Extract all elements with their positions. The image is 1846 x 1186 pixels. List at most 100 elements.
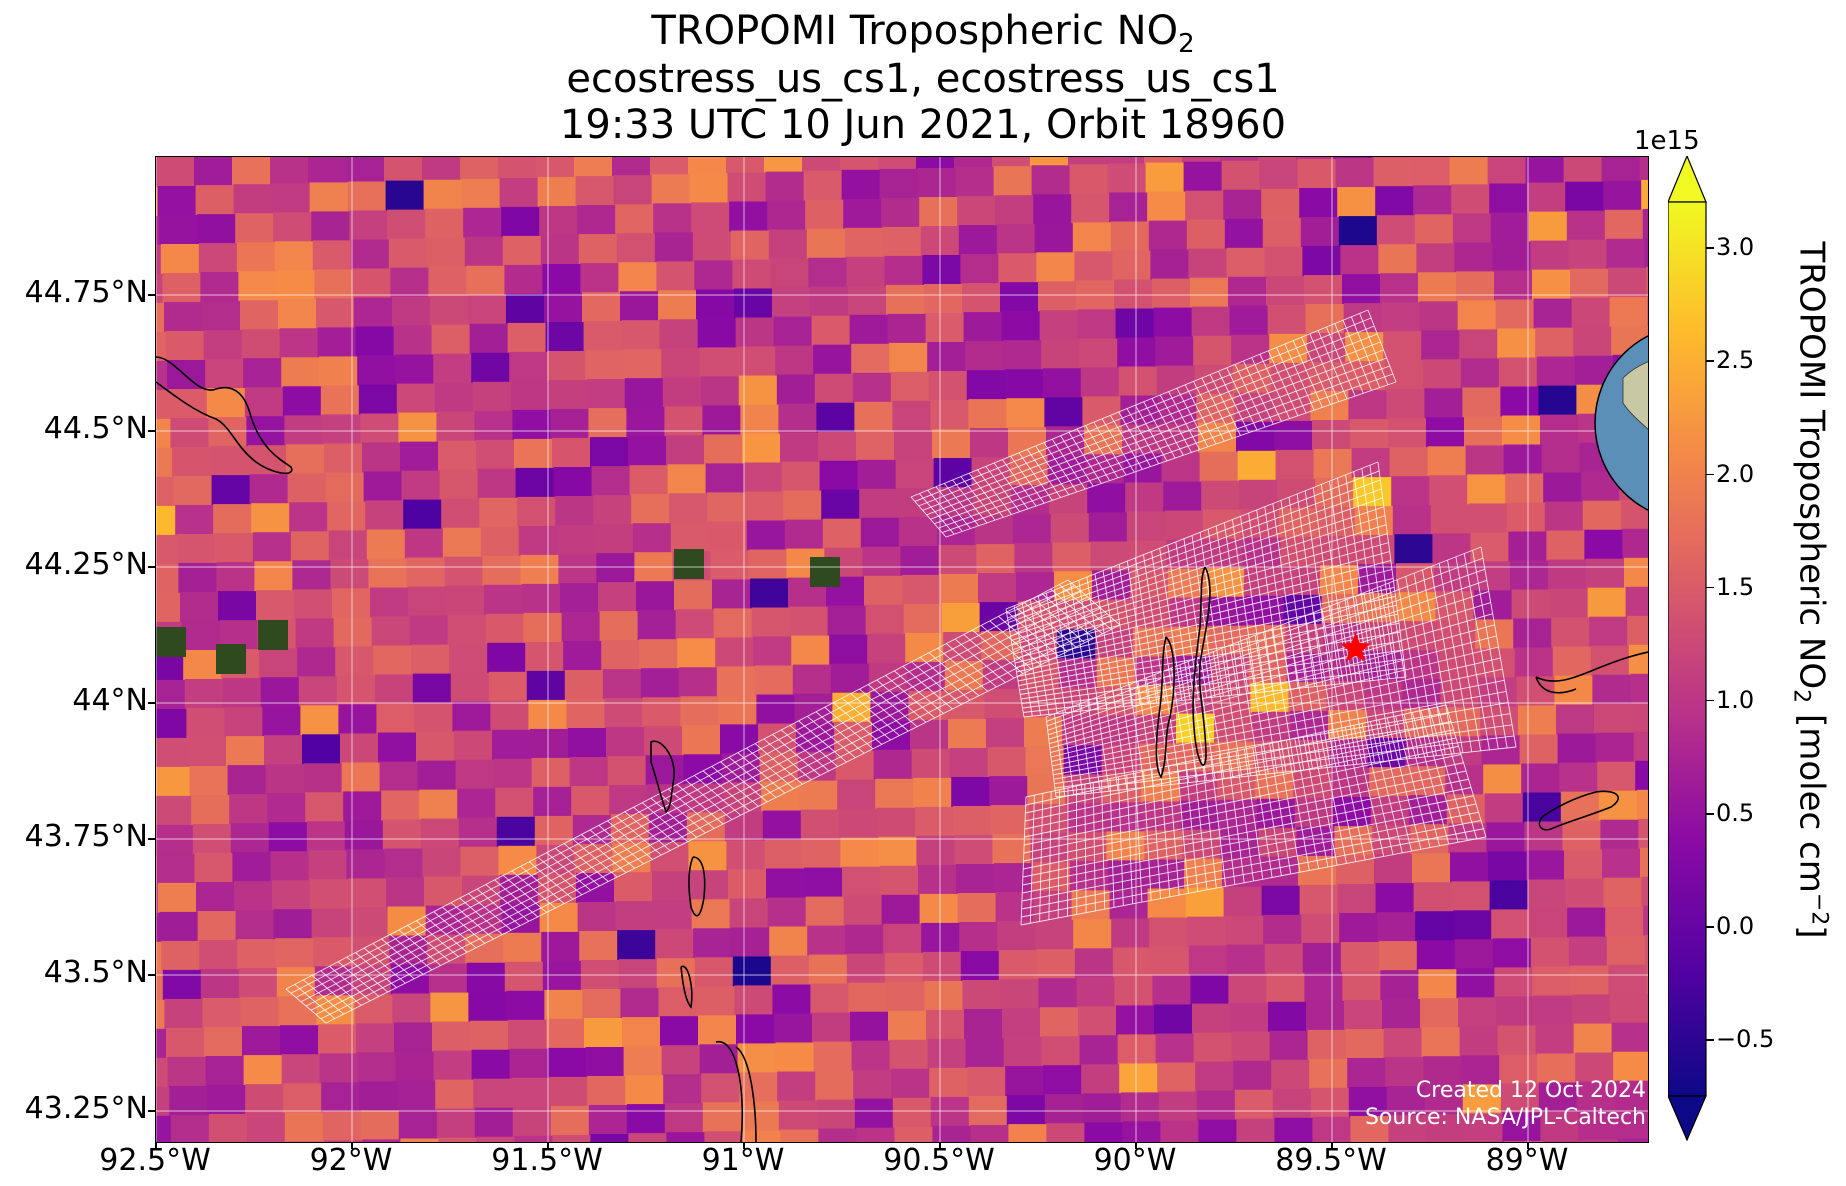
footprint-block-mesh	[968, 472, 1004, 518]
tropomi-pixel	[572, 815, 612, 845]
tropomi-pixel	[1163, 481, 1203, 512]
tropomi-pixel	[891, 1068, 931, 1099]
tropomi-pixel	[1340, 245, 1380, 276]
tropomi-pixel	[1604, 209, 1644, 240]
tropomi-pixel	[452, 701, 492, 732]
tropomi-pixel	[851, 343, 891, 374]
tropomi-pixel	[1266, 275, 1305, 306]
tropomi-pixel	[558, 554, 598, 584]
tropomi-pixel	[1603, 180, 1643, 211]
tropomi-pixel	[305, 792, 345, 823]
tropomi-pixel	[1446, 794, 1486, 825]
tropomi-pixel	[792, 664, 832, 695]
tropomi-pixel	[1155, 336, 1195, 367]
tropomi-pixel	[1044, 397, 1084, 428]
tropomi-pixel	[965, 1038, 1005, 1068]
tropomi-pixel	[281, 1054, 321, 1085]
tropomi-pixel	[624, 378, 664, 409]
tropomi-pixel	[1540, 1111, 1580, 1142]
tropomi-pixel	[1565, 181, 1605, 212]
tropomi-pixel	[860, 517, 900, 548]
tropomi-pixel	[743, 462, 783, 493]
tropomi-pixel	[515, 467, 555, 498]
tropomi-pixel	[408, 586, 447, 617]
footprint-strip-mesh	[325, 624, 1121, 1024]
tropomi-pixel	[813, 344, 853, 375]
tropomi-pixel	[1182, 157, 1221, 163]
tropomi-pixel	[164, 302, 203, 332]
tropomi-pixel	[1269, 333, 1309, 364]
tropomi-pixel	[976, 544, 1016, 575]
tropomi-pixel	[234, 881, 273, 912]
tropomi-pixel	[957, 196, 997, 227]
tropomi-pixel	[518, 525, 558, 556]
footprint-block-mesh	[1046, 557, 1484, 722]
tropomi-pixel	[1557, 733, 1597, 764]
tropomi-pixel	[922, 951, 962, 982]
footprint-block-mesh	[926, 341, 1381, 516]
tropomi-pixel	[240, 300, 279, 331]
tropomi-pixel	[1456, 271, 1495, 302]
tropomi-pixel	[514, 438, 553, 469]
tropomi-pixel	[1150, 946, 1190, 977]
tropomi-pixel	[1600, 819, 1640, 850]
footprint-block-mesh	[985, 466, 1020, 512]
tropomi-pixel	[539, 206, 579, 236]
tropomi-pixel	[1536, 356, 1576, 387]
footprint-block-mesh	[1018, 613, 1398, 686]
tropomi-pixel	[700, 376, 740, 407]
tropomi-pixel	[1221, 160, 1261, 191]
tropomi-pixel	[720, 724, 759, 755]
tropomi-pixel	[1190, 277, 1229, 308]
tropomi-pixel	[1492, 241, 1532, 272]
footprint-block-mesh	[1259, 354, 1291, 419]
tropomi-pixel	[1608, 964, 1648, 995]
tropomi-pixel	[504, 264, 544, 295]
tropomi-pixel	[623, 349, 663, 380]
tropomi-pixel	[472, 381, 512, 412]
tropomi-pixel	[890, 371, 930, 402]
footprint-block-mesh	[960, 476, 996, 521]
tropomi-pixel	[419, 789, 459, 820]
tropomi-pixel	[236, 242, 276, 273]
tropomi-pixel	[680, 696, 720, 727]
tropomi-pixel	[607, 756, 647, 787]
footprint-block-mesh	[1024, 745, 1459, 838]
tropomi-pixel	[1594, 703, 1633, 734]
tropomi-pixel	[1342, 971, 1382, 1001]
tropomi-pixel	[667, 464, 707, 495]
tropomi-pixel	[1616, 1109, 1648, 1140]
lat-tick-label: 43.25°N	[24, 1091, 148, 1126]
tropomi-pixel	[618, 262, 658, 293]
tropomi-pixel	[1374, 854, 1413, 885]
tropomi-pixel	[450, 672, 490, 703]
tropomi-pixel	[886, 981, 926, 1012]
tropomi-pixel	[295, 618, 335, 649]
tropomi-pixel	[1012, 514, 1052, 545]
tropomi-pixel	[432, 1021, 471, 1052]
tropomi-pixel	[1544, 501, 1584, 532]
lat-tick-mark	[148, 974, 155, 976]
tropomi-pixel	[1413, 882, 1453, 913]
tropomi-pixel	[1426, 1114, 1466, 1142]
footprint-block-mesh	[1242, 360, 1274, 425]
tropomi-pixel	[161, 940, 201, 971]
tropomi-pixel	[1300, 217, 1340, 247]
tropomi-pixel	[941, 603, 981, 633]
tropomi-pixel	[547, 1047, 587, 1078]
tropomi-pixel	[1641, 876, 1648, 907]
tropomi-pixel	[1504, 1141, 1543, 1142]
tropomi-pixel	[616, 233, 656, 264]
tropomi-pixel	[252, 532, 292, 563]
tropomi-pixel	[663, 1074, 703, 1105]
tropomi-pixel	[449, 643, 489, 674]
tropomi-pixel	[812, 1012, 851, 1043]
tropomi-pixel	[1034, 223, 1074, 254]
tropomi-pixel	[552, 438, 591, 468]
tropomi-pixel	[1106, 157, 1145, 165]
tropomi-pixel	[1313, 449, 1353, 479]
tropomi-pixel	[1546, 530, 1586, 561]
tropomi-pixel	[1080, 367, 1120, 398]
tropomi-pixel	[282, 386, 322, 417]
tropomi-pixel	[1052, 542, 1092, 573]
